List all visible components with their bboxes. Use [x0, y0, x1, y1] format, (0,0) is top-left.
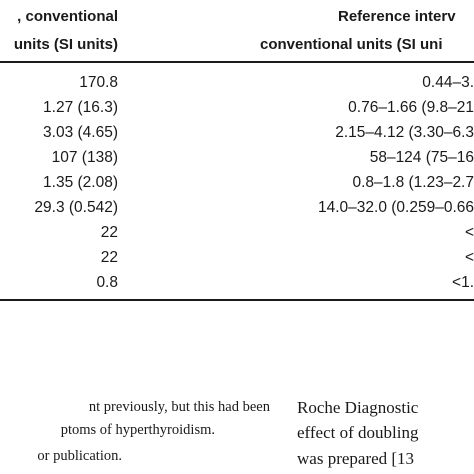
table-row-3-reference: 2.15–4.12 (3.30–6.3 [335, 124, 474, 141]
body-left-line-2: ptoms of hyperthyroidism. [60, 422, 215, 438]
reference-column-header-line1: Reference interv [338, 8, 456, 25]
body-right-line-2: effect of doubling [297, 423, 419, 442]
table-row-2-reference: 0.76–1.66 (9.8–21 [348, 99, 474, 116]
body-left-line-3: or publication. [37, 448, 122, 464]
table-row-7-reference: < [464, 224, 474, 241]
table-row-1-value: 170.8 [79, 74, 118, 91]
table-row-8-value: 22 [100, 249, 118, 266]
value-column-header-line1: , conventional [17, 8, 118, 25]
table-row-4-reference: 58–124 (75–16 [369, 149, 474, 166]
table-row-7-value: 22 [100, 224, 118, 241]
table-row-1-reference: 0.44–3. [422, 74, 474, 91]
table-bottom-rule [0, 299, 474, 301]
body-left-line-1: nt previously, but this had been [88, 399, 270, 415]
table-row-2-value: 1.27 (16.3) [43, 99, 118, 116]
body-right-line-1: Roche Diagnostic [297, 398, 419, 417]
reference-column-header-line2: conventional units (SI uni [260, 36, 443, 53]
value-column-header-line2: units (SI units) [13, 36, 118, 53]
table-row-4-value: 107 (138) [51, 149, 118, 166]
header-rule [0, 61, 474, 63]
table-row-9-reference: <1. [452, 274, 474, 291]
body-right-line-3: was prepared [13 [297, 449, 415, 468]
table-row-3-value: 3.03 (4.65) [43, 124, 118, 141]
table-row-8-reference: < [464, 249, 474, 266]
table-row-9-value: 0.8 [96, 274, 118, 291]
table-row-5-value: 1.35 (2.08) [43, 174, 118, 191]
table-row-6-reference: 14.0–32.0 (0.259–0.66 [318, 199, 474, 216]
table-row-5-reference: 0.8–1.8 (1.23–2.7 [352, 174, 474, 191]
table-row-6-value: 29.3 (0.542) [34, 199, 118, 216]
